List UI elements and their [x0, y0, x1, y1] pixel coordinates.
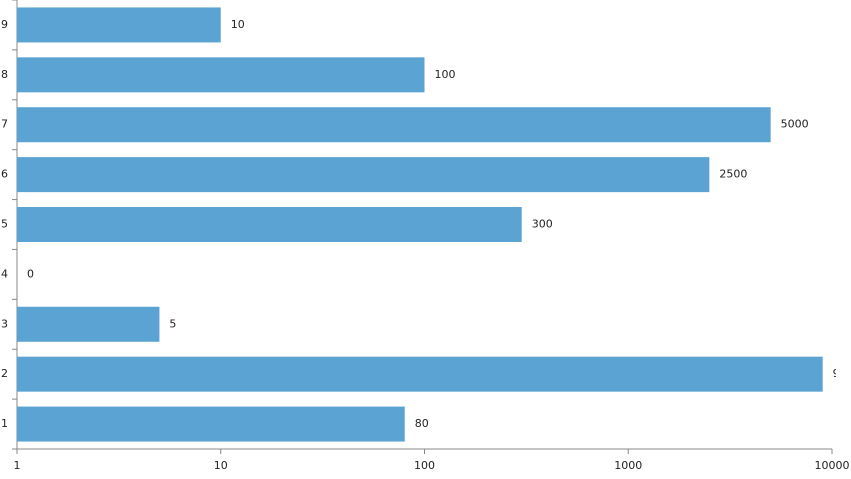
bar [17, 157, 710, 193]
label-layer: 80 9000 5 0 300 2500 5000 100 10 [27, 18, 851, 430]
y-tick-label: 8 [1, 68, 8, 81]
data-label: 80 [415, 417, 429, 430]
x-tick-label: 10 [214, 459, 228, 472]
x-tick-label: 1000 [614, 459, 642, 472]
data-label: 300 [532, 218, 553, 231]
x-tick-label: 100 [414, 459, 435, 472]
y-tick-label: 7 [1, 118, 8, 131]
bar [17, 306, 160, 342]
x-tick-label: 10000 [815, 459, 850, 472]
data-label: 10 [231, 18, 245, 31]
x-tick-label: 1 [14, 459, 21, 472]
data-label: 9000 [833, 367, 851, 380]
bar [17, 57, 425, 93]
bar [17, 356, 823, 392]
bar [17, 406, 405, 442]
bar [17, 207, 522, 242]
y-tick-label: 4 [1, 267, 8, 280]
data-label: 2500 [719, 168, 747, 181]
y-tick-label: 1 [1, 417, 8, 430]
y-tick-label: 2 [1, 367, 8, 380]
data-label: 5 [169, 317, 176, 330]
data-label: 5000 [781, 118, 809, 131]
bar [17, 107, 771, 143]
data-label: 0 [27, 267, 34, 280]
y-tick-label: 5 [1, 218, 8, 231]
y-tick-label: 6 [1, 168, 8, 181]
y-tick-label: 9 [1, 18, 8, 31]
y-tick-label: 3 [1, 317, 8, 330]
bar [17, 7, 221, 43]
data-label: 100 [435, 68, 456, 81]
